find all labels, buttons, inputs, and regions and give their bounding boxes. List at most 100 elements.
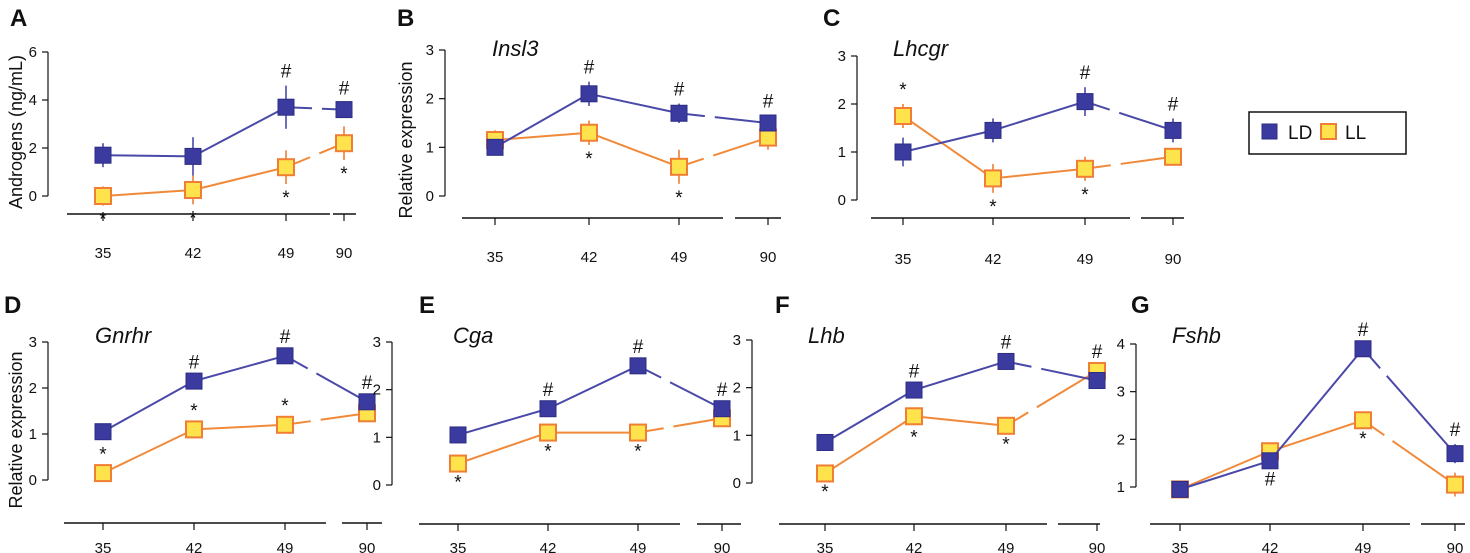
gene-label: Insl3 [492,36,539,61]
point-ld [894,143,912,161]
point-ld [185,372,203,390]
significance-star: * [634,441,642,462]
series-ld-line [494,92,590,149]
point-ld [713,400,731,418]
point-ld [486,138,504,156]
point-ll [335,134,353,153]
significance-star: * [340,164,348,185]
x-tick-label: 90 [359,540,376,553]
significance-hash: # [763,92,774,113]
panel-letter: E [419,292,435,319]
y-tick-label: 6 [29,44,37,61]
panel-A: A Androgens (ng/mL) 0 2 4 6 35 42 49 90 * * * * # # [6,5,356,262]
series-ll-line [1269,419,1364,453]
y-tick-label: 3 [373,334,381,351]
x-tick-label: 49 [278,245,295,262]
point-ld [94,423,112,441]
point-ld [184,147,202,165]
y-tick-label: 1 [1117,479,1125,496]
y-tick-label: 2 [29,380,37,397]
series-ll-line [284,412,368,426]
y-tick-label: 1 [373,429,381,446]
significance-star: * [899,80,907,101]
series-ld-line [913,360,1007,392]
significance-star: * [585,149,593,170]
y-axis-label: Relative expression [6,351,26,508]
series-ll-line [102,189,194,197]
y-tick-label: 2 [733,380,741,397]
series-ll-line [637,417,723,434]
series-ll-line [902,115,994,180]
significance-star: * [910,427,918,448]
point-ld [1088,372,1106,390]
significance-star: * [544,441,552,462]
x-tick-label: 35 [895,251,912,268]
x-tick-label: 90 [1165,251,1182,268]
panel-letter: B [397,5,414,32]
y-tick-label: 1 [838,144,846,161]
y-tick-label: 1 [29,426,37,443]
significance-hash: # [1092,342,1103,363]
significance-star: * [99,445,107,466]
gene-label: Cga [453,323,493,348]
significance-hash: # [909,361,920,382]
series-ld-line [102,154,194,158]
point-ll [1076,159,1094,178]
point-ld [539,400,557,418]
panel-G: G Fshb 1 2 3 4 35 42 49 90 # # # * [1117,292,1465,553]
gene-label: Lhcgr [893,36,950,61]
series-ll-line [1084,155,1174,170]
point-ld [997,352,1015,370]
point-ll [629,423,647,442]
significance-hash: # [281,62,292,83]
y-tick-label: 2 [426,91,434,108]
y-tick-label: 2 [373,382,381,399]
point-ll [1354,411,1372,430]
point-ld [1171,480,1189,498]
point-ld [449,426,467,444]
point-ll [94,187,112,205]
point-ll [670,157,688,176]
significance-star: * [190,401,198,422]
series-ld-line [192,106,287,158]
point-ll [277,158,295,177]
x-tick-label: 90 [760,249,777,266]
series-ll-line [678,136,769,168]
series-ld-line [1005,360,1098,382]
series-ld-line [1179,459,1271,491]
point-ll [984,169,1002,188]
significance-star: * [282,188,290,209]
series-ll-line [285,142,345,169]
legend-ld-label: LD [1288,123,1312,144]
gene-label: Fshb [1172,323,1221,348]
significance-hash: # [633,337,644,358]
y-tick-label: 4 [29,92,37,109]
x-tick-label: 49 [998,540,1015,553]
series-ld-line [1269,348,1364,462]
panel-C: C Lhcgr 0 1 2 3 35 42 49 90 * * * # # [823,5,1184,268]
series-ld-line [284,354,368,403]
significance-hash: # [339,78,350,99]
y-tick-label: 3 [426,42,434,59]
series-ld-line [588,92,680,115]
point-ld [277,98,295,116]
x-tick-label: 49 [1355,540,1372,553]
significance-star: * [1002,435,1010,456]
x-tick-label: 90 [1447,540,1464,553]
gene-label: Gnrhr [95,323,153,348]
point-ll [184,181,202,199]
significance-star: * [1081,185,1089,206]
point-ll [1446,475,1464,494]
significance-star: * [189,208,197,229]
series-ll-line [588,131,680,168]
y-tick-label: 0 [29,188,37,205]
significance-star: * [989,197,997,218]
series-ll-line [193,423,286,431]
x-tick-label: 42 [906,540,923,553]
significance-star: * [675,188,683,209]
point-ld [759,114,777,132]
legend: LD LL [1248,111,1407,155]
y-axis-label: Relative expression [396,61,416,218]
series-ld-line [285,106,345,111]
